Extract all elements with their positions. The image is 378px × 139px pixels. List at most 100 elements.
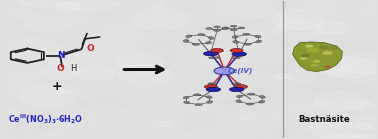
Ellipse shape bbox=[233, 41, 239, 43]
Ellipse shape bbox=[184, 101, 190, 104]
Circle shape bbox=[52, 40, 64, 45]
Circle shape bbox=[75, 66, 115, 80]
Circle shape bbox=[204, 112, 255, 131]
Circle shape bbox=[59, 0, 120, 11]
Circle shape bbox=[266, 109, 328, 132]
Circle shape bbox=[107, 109, 144, 123]
Circle shape bbox=[331, 13, 378, 35]
Circle shape bbox=[130, 30, 187, 51]
Circle shape bbox=[60, 86, 81, 94]
Ellipse shape bbox=[232, 52, 246, 56]
Circle shape bbox=[361, 83, 378, 92]
Circle shape bbox=[112, 134, 169, 139]
Circle shape bbox=[234, 47, 297, 71]
Circle shape bbox=[328, 68, 350, 76]
Circle shape bbox=[135, 6, 187, 26]
Ellipse shape bbox=[235, 83, 241, 85]
Ellipse shape bbox=[327, 57, 335, 60]
Text: O: O bbox=[56, 64, 64, 73]
Circle shape bbox=[216, 78, 238, 85]
Circle shape bbox=[272, 10, 325, 30]
Circle shape bbox=[316, 21, 349, 34]
Circle shape bbox=[195, 24, 243, 43]
Circle shape bbox=[343, 53, 378, 74]
Circle shape bbox=[204, 82, 238, 95]
Ellipse shape bbox=[232, 36, 238, 38]
Circle shape bbox=[239, 59, 254, 65]
Circle shape bbox=[368, 113, 378, 132]
Ellipse shape bbox=[236, 100, 242, 103]
Circle shape bbox=[241, 124, 273, 136]
Circle shape bbox=[151, 0, 191, 4]
Circle shape bbox=[0, 132, 28, 139]
Circle shape bbox=[86, 0, 112, 8]
Circle shape bbox=[356, 58, 377, 65]
Circle shape bbox=[347, 55, 366, 63]
Ellipse shape bbox=[234, 85, 248, 89]
Circle shape bbox=[51, 104, 110, 127]
Circle shape bbox=[31, 30, 68, 44]
Circle shape bbox=[206, 14, 221, 20]
Circle shape bbox=[355, 75, 377, 84]
Circle shape bbox=[33, 132, 79, 139]
Ellipse shape bbox=[211, 83, 217, 85]
Circle shape bbox=[0, 0, 26, 9]
Circle shape bbox=[0, 103, 36, 116]
Circle shape bbox=[0, 95, 48, 116]
Circle shape bbox=[3, 109, 21, 116]
Circle shape bbox=[249, 38, 313, 62]
Ellipse shape bbox=[230, 25, 237, 27]
Circle shape bbox=[153, 118, 183, 130]
Ellipse shape bbox=[195, 104, 202, 106]
Circle shape bbox=[109, 45, 173, 69]
Circle shape bbox=[24, 15, 73, 33]
Circle shape bbox=[130, 52, 144, 57]
Circle shape bbox=[375, 98, 378, 112]
Circle shape bbox=[0, 10, 6, 17]
Circle shape bbox=[56, 3, 79, 11]
Circle shape bbox=[359, 104, 378, 122]
Circle shape bbox=[79, 4, 118, 18]
Ellipse shape bbox=[208, 37, 214, 39]
Circle shape bbox=[117, 54, 166, 72]
Ellipse shape bbox=[259, 95, 265, 98]
Ellipse shape bbox=[325, 66, 330, 68]
Circle shape bbox=[331, 21, 349, 28]
Circle shape bbox=[344, 99, 372, 110]
Circle shape bbox=[231, 88, 274, 104]
Circle shape bbox=[217, 0, 271, 19]
Circle shape bbox=[224, 110, 259, 123]
Circle shape bbox=[162, 49, 228, 74]
Circle shape bbox=[25, 70, 71, 87]
Ellipse shape bbox=[214, 57, 220, 58]
Circle shape bbox=[253, 121, 304, 139]
Circle shape bbox=[214, 67, 235, 75]
Circle shape bbox=[0, 6, 25, 19]
Circle shape bbox=[242, 54, 287, 71]
Ellipse shape bbox=[205, 42, 212, 44]
Circle shape bbox=[40, 64, 80, 79]
Circle shape bbox=[342, 37, 378, 54]
Circle shape bbox=[177, 45, 227, 64]
Circle shape bbox=[222, 100, 235, 105]
Circle shape bbox=[342, 135, 378, 139]
Ellipse shape bbox=[209, 57, 214, 59]
Circle shape bbox=[311, 82, 343, 94]
Ellipse shape bbox=[198, 34, 205, 36]
Circle shape bbox=[274, 51, 309, 64]
Circle shape bbox=[6, 37, 53, 54]
Circle shape bbox=[355, 123, 372, 130]
Circle shape bbox=[309, 120, 353, 136]
Circle shape bbox=[9, 40, 64, 61]
Circle shape bbox=[240, 114, 257, 120]
Circle shape bbox=[121, 65, 133, 70]
Circle shape bbox=[180, 75, 235, 95]
Circle shape bbox=[3, 138, 15, 139]
Circle shape bbox=[350, 114, 378, 129]
Ellipse shape bbox=[229, 87, 244, 92]
Circle shape bbox=[297, 77, 355, 98]
Circle shape bbox=[313, 91, 366, 111]
Circle shape bbox=[316, 134, 373, 139]
Circle shape bbox=[93, 112, 149, 133]
Circle shape bbox=[294, 0, 360, 19]
